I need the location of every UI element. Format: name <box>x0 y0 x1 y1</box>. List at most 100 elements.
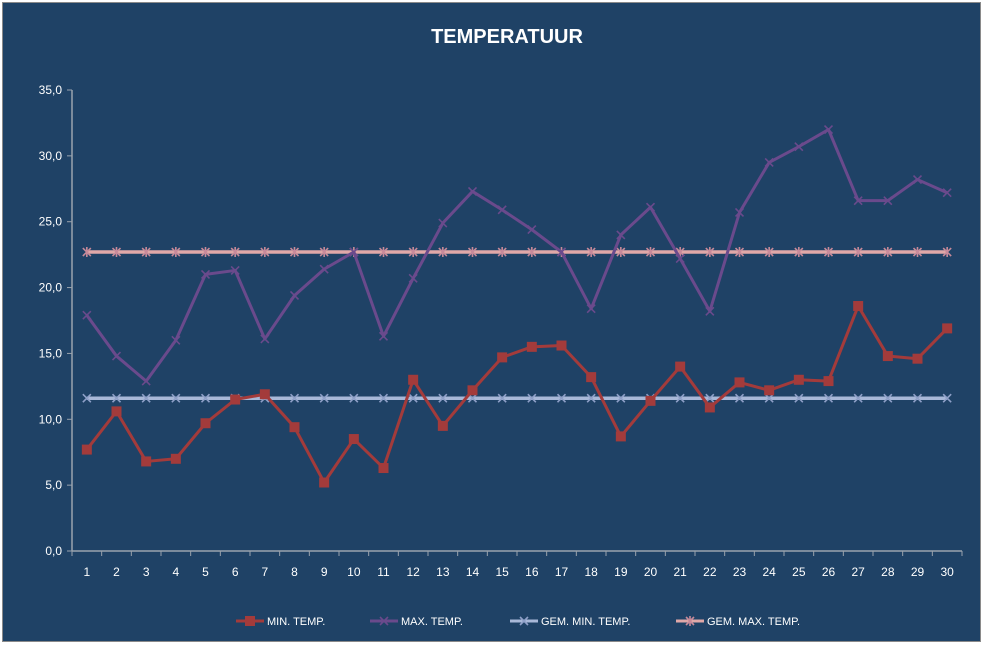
series-4-point <box>586 247 596 258</box>
x-tick-label: 1 <box>83 565 90 579</box>
series-1-point-shape <box>259 389 270 400</box>
series-1-point-shape <box>319 477 330 488</box>
series-1-point <box>526 341 537 352</box>
series-4-point <box>438 247 448 258</box>
series-2-point <box>586 304 596 314</box>
series-1-point-shape <box>942 323 953 334</box>
series-3-point <box>853 393 863 403</box>
series-4-point-shape <box>794 247 804 258</box>
x-tick-label: 10 <box>347 565 361 579</box>
series-2-point-shape <box>171 335 181 345</box>
series-1-point-shape <box>734 377 745 388</box>
series-4-point-shape <box>586 247 596 258</box>
series-1-point <box>615 431 626 442</box>
series-3-point <box>764 393 774 403</box>
series-1-point-shape <box>170 453 181 464</box>
series-2-point <box>378 331 389 341</box>
y-tick-label: 0,0 <box>45 544 62 558</box>
series-3-point <box>705 393 715 403</box>
series-1-point <box>81 444 92 455</box>
series-4-point <box>942 247 952 258</box>
series-2-point-shape <box>378 331 389 341</box>
series-4-point <box>260 247 270 258</box>
series-2-point-shape <box>616 230 626 240</box>
series-3-point <box>349 393 359 403</box>
series-3-point <box>497 393 507 403</box>
series-2-point-shape <box>111 351 122 361</box>
series-2-point <box>764 157 774 168</box>
series-1-point <box>556 340 567 351</box>
legend-item-4: GEM. MAX. TEMP. <box>676 616 800 628</box>
series-3-point-shape <box>200 393 211 403</box>
series-2-point <box>230 265 240 276</box>
series-3-point <box>912 393 923 403</box>
series-1-point-shape <box>526 341 537 352</box>
series-1-point <box>497 352 508 363</box>
series-1-point-shape <box>556 340 567 351</box>
series-3-point <box>141 393 151 403</box>
series-2-point-shape <box>853 196 863 206</box>
x-tick-label: 9 <box>321 565 328 579</box>
series-3-point-shape <box>527 393 537 403</box>
series-4-point <box>111 247 122 258</box>
series-1-point <box>259 389 270 400</box>
legend-swatch-marker-shape <box>519 616 529 626</box>
series-1-point-shape <box>823 376 834 387</box>
series-4-point <box>319 247 329 258</box>
series-4-point-shape <box>883 247 893 258</box>
x-tick-label: 7 <box>261 565 268 579</box>
series-3-point-shape <box>349 393 359 403</box>
series-3-point-shape <box>823 393 834 403</box>
y-tick-label: 10,0 <box>39 412 63 426</box>
series-4-point-shape <box>823 247 834 258</box>
series-4-point-shape <box>467 247 478 258</box>
series-3-point-shape <box>853 393 863 403</box>
series-3-point <box>378 393 389 403</box>
series-1-point <box>230 394 241 405</box>
series-2-point <box>438 218 448 228</box>
x-tick-label: 24 <box>762 565 776 579</box>
series-2-point <box>319 264 329 274</box>
series-1-point <box>111 406 122 417</box>
series-1-point <box>141 456 152 467</box>
series-3-point <box>200 393 211 403</box>
series-3-point-shape <box>883 393 893 403</box>
series-4-point-shape <box>408 247 418 258</box>
x-tick-label: 13 <box>436 565 450 579</box>
series-4-point <box>794 247 804 258</box>
series-2-point-shape <box>527 225 537 235</box>
series-2-point-shape <box>586 304 596 314</box>
series-3-point <box>111 393 122 403</box>
x-tick-label: 26 <box>822 565 836 579</box>
series-3-point <box>942 393 952 403</box>
series-4-point-shape <box>645 247 656 258</box>
series-1-point <box>704 402 715 413</box>
series-2-point <box>260 334 270 344</box>
series-3-point <box>82 393 92 403</box>
series-2-point <box>527 225 537 235</box>
series-4-point <box>141 247 151 258</box>
series-4-point <box>616 247 626 258</box>
series-4-point <box>82 247 92 258</box>
series-3-point-shape <box>289 393 300 403</box>
series-4-point <box>823 247 834 258</box>
chart-frame <box>2 2 981 642</box>
series-3-point-shape <box>408 393 418 403</box>
series-2 <box>82 124 952 386</box>
series-3-point <box>794 393 804 403</box>
series-3-point <box>556 393 567 403</box>
series-1-point <box>942 323 953 334</box>
series-2-point <box>349 247 359 257</box>
y-tick-label: 35,0 <box>39 83 63 97</box>
series-3-point <box>289 393 300 403</box>
series-1-point-shape <box>408 374 419 385</box>
series-4-point-shape <box>942 247 952 258</box>
x-tick-label: 30 <box>940 565 954 579</box>
series-2-point <box>289 290 300 301</box>
series-4 <box>82 247 952 258</box>
legend-swatch-marker <box>245 616 255 626</box>
series-3-point <box>675 393 685 403</box>
series-1-point-shape <box>230 394 241 405</box>
series-2-point <box>556 247 567 257</box>
